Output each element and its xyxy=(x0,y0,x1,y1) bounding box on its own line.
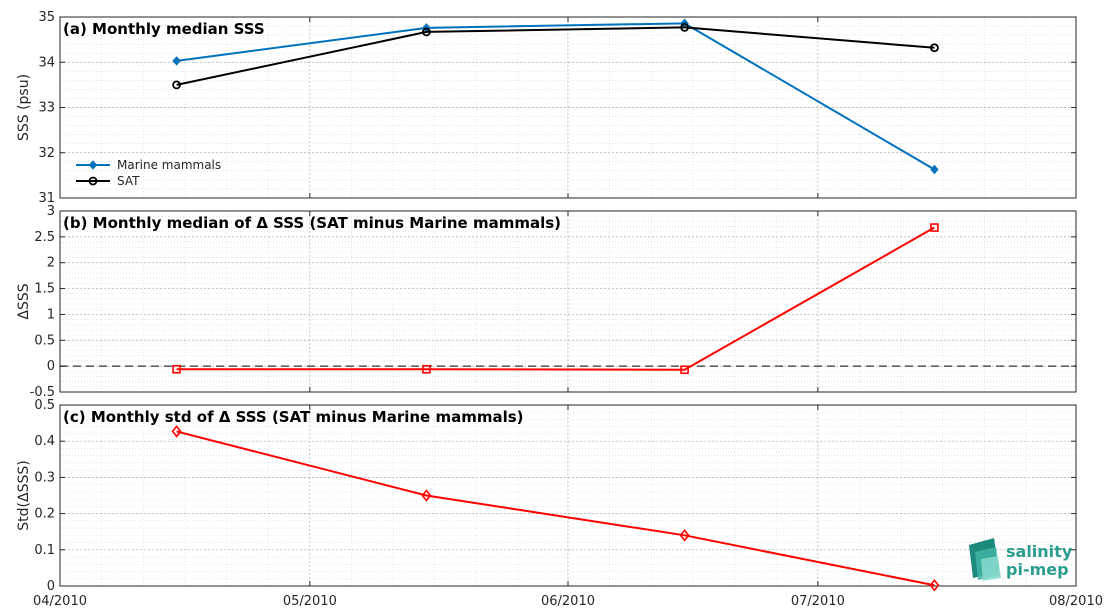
data-point-marker xyxy=(930,43,939,53)
data-point-marker xyxy=(680,365,689,375)
y-axis-label: ΔSSS xyxy=(16,283,32,319)
data-point-marker xyxy=(88,160,98,170)
y-tick-label: 2 xyxy=(47,256,55,271)
panel-c-std-delta-sss: 0 0.1 0.2 0.3 0.4 0.5 Std(ΔSSS) (c) Monthly std… xyxy=(16,398,1077,594)
y-tick-label: 0.5 xyxy=(34,398,55,413)
data-point-marker xyxy=(680,23,689,32)
legend: Marine mammals SAT xyxy=(76,158,221,188)
y-tick-label: 33 xyxy=(38,101,55,116)
panel-title: (a) Monthly median SSS xyxy=(63,20,265,38)
y-tick-label: 32 xyxy=(38,146,55,161)
data-point-marker xyxy=(679,529,690,542)
data-point-marker xyxy=(171,425,182,438)
y-tick-label: 0.4 xyxy=(34,434,55,449)
y-tick-label: 34 xyxy=(38,55,55,70)
y-axis-label: SSS (psu) xyxy=(16,74,32,141)
y-tick-label: 0 xyxy=(47,579,55,594)
data-point-marker xyxy=(930,223,939,232)
y-tick-label: 3 xyxy=(47,204,55,219)
y-tick-label: 0.2 xyxy=(34,507,55,522)
y-tick-label: 2.5 xyxy=(34,230,55,245)
data-point-marker xyxy=(422,364,431,374)
y-tick-label: 31 xyxy=(38,191,55,206)
data-point-marker xyxy=(930,164,939,175)
x-tick-label: 04/2010 xyxy=(33,594,87,609)
panel-title: (c) Monthly std of Δ SSS (SAT minus Mari… xyxy=(63,408,524,426)
series-line-0 xyxy=(176,22,935,171)
data-point-marker xyxy=(172,80,181,90)
y-axis-label: Std(ΔSSS) xyxy=(16,460,32,530)
y-tick-label: 1 xyxy=(47,307,55,322)
data-point-marker xyxy=(422,27,431,37)
data-point-marker xyxy=(172,56,181,66)
y-tick-label: 0 xyxy=(47,359,55,374)
x-tick-label: 08/2010 xyxy=(1049,594,1103,609)
y-tick-label: 1.5 xyxy=(34,282,55,297)
y-tick-label: 35 xyxy=(38,10,55,25)
y-tick-label: 0.3 xyxy=(34,470,55,485)
y-tick-label: 0.1 xyxy=(34,543,55,558)
legend-label-1: SAT xyxy=(117,174,140,188)
logo-line-2: pi-mep xyxy=(1006,560,1069,579)
x-tick-label: 05/2010 xyxy=(283,594,337,609)
series-line-1 xyxy=(176,26,935,86)
data-point-marker xyxy=(929,578,940,592)
logo-line-1: salinity xyxy=(1006,542,1073,561)
data-point-marker xyxy=(421,489,432,502)
salinity-pimep-logo: salinity pi-mep xyxy=(969,538,1073,581)
panel-a-median-sss: 31 32 33 34 35 SSS (psu) (a) Monthly median SS… xyxy=(16,10,1077,206)
y-tick-label: -0.5 xyxy=(30,385,55,400)
data-point-marker xyxy=(88,176,98,186)
legend-label-0: Marine mammals xyxy=(117,158,221,172)
x-tick-label: 07/2010 xyxy=(791,594,845,609)
y-tick-label: 0.5 xyxy=(34,333,55,348)
series-line-0 xyxy=(176,430,935,587)
data-point-marker xyxy=(172,364,181,374)
panel-title: (b) Monthly median of Δ SSS (SAT minus M… xyxy=(63,214,561,232)
series-line-0 xyxy=(176,226,935,371)
x-axis-date-labels: 04/2010 05/2010 06/2010 07/2010 08/2010 xyxy=(33,594,1103,609)
panel-b-median-delta-sss: -0.5 0 0.5 1 1.5 2 2.5 3 ΔSSS (b) Monthly median … xyxy=(16,204,1077,400)
x-tick-label: 06/2010 xyxy=(541,594,595,609)
wave-logo-icon xyxy=(969,538,1001,581)
